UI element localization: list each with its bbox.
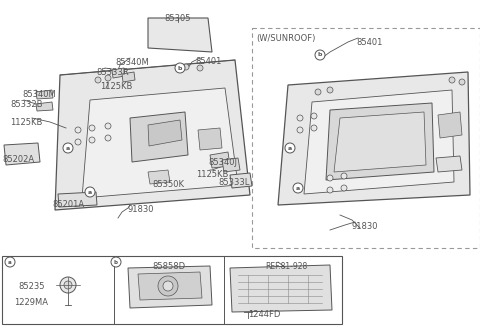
Text: a: a xyxy=(8,259,12,264)
Polygon shape xyxy=(334,112,426,172)
Circle shape xyxy=(449,77,455,83)
Text: 85401: 85401 xyxy=(356,38,383,47)
Circle shape xyxy=(293,183,303,193)
Text: 85235: 85235 xyxy=(18,282,45,291)
Text: 85340M: 85340M xyxy=(115,58,149,67)
Polygon shape xyxy=(138,272,202,300)
Text: 91830: 91830 xyxy=(352,222,379,231)
Polygon shape xyxy=(222,158,240,172)
Circle shape xyxy=(158,276,178,296)
Text: 85858D: 85858D xyxy=(152,262,185,271)
Circle shape xyxy=(297,127,303,133)
Polygon shape xyxy=(326,103,434,180)
Polygon shape xyxy=(82,88,238,198)
Polygon shape xyxy=(130,112,188,162)
Circle shape xyxy=(311,125,317,131)
Text: 85202A: 85202A xyxy=(2,155,34,164)
Circle shape xyxy=(5,257,15,267)
Polygon shape xyxy=(36,90,53,99)
Circle shape xyxy=(327,187,333,193)
Circle shape xyxy=(163,281,173,291)
Circle shape xyxy=(105,75,111,81)
Circle shape xyxy=(105,135,111,141)
Polygon shape xyxy=(436,156,462,172)
Circle shape xyxy=(327,87,333,93)
Text: b: b xyxy=(178,66,182,71)
Circle shape xyxy=(315,89,321,95)
Circle shape xyxy=(85,187,95,197)
Circle shape xyxy=(311,113,317,119)
Text: b: b xyxy=(318,52,322,57)
Circle shape xyxy=(89,125,95,131)
Text: 85333L: 85333L xyxy=(218,178,250,187)
Text: a: a xyxy=(88,190,92,195)
Polygon shape xyxy=(36,102,53,111)
Circle shape xyxy=(64,281,72,289)
Circle shape xyxy=(297,115,303,121)
Polygon shape xyxy=(128,266,212,308)
Polygon shape xyxy=(4,143,40,165)
Polygon shape xyxy=(148,120,182,146)
Polygon shape xyxy=(198,128,222,150)
Text: 1229MA: 1229MA xyxy=(14,298,48,307)
Text: 1125KB: 1125KB xyxy=(196,170,228,179)
Text: 85340J: 85340J xyxy=(208,158,237,167)
Text: a: a xyxy=(66,146,70,151)
Circle shape xyxy=(89,137,95,143)
Text: b: b xyxy=(114,259,118,264)
Polygon shape xyxy=(148,170,170,184)
Text: a: a xyxy=(296,186,300,191)
Text: 1125KB: 1125KB xyxy=(100,82,132,91)
Circle shape xyxy=(197,65,203,71)
Polygon shape xyxy=(230,173,252,188)
Circle shape xyxy=(341,185,347,191)
Text: 1244FD: 1244FD xyxy=(248,310,280,319)
Circle shape xyxy=(183,64,189,70)
Text: a: a xyxy=(288,146,292,151)
Circle shape xyxy=(285,143,295,153)
Text: (W/SUNROOF): (W/SUNROOF) xyxy=(256,34,315,43)
Circle shape xyxy=(111,257,121,267)
Polygon shape xyxy=(122,72,135,82)
Polygon shape xyxy=(210,152,230,168)
Circle shape xyxy=(63,143,73,153)
Polygon shape xyxy=(112,68,125,78)
Polygon shape xyxy=(278,72,470,205)
Text: REF.81-928: REF.81-928 xyxy=(265,262,307,271)
Circle shape xyxy=(175,63,185,73)
Text: 85201A: 85201A xyxy=(52,200,84,209)
Polygon shape xyxy=(304,90,454,194)
Bar xyxy=(252,28,480,248)
Text: 85340M: 85340M xyxy=(22,90,56,99)
Text: 91830: 91830 xyxy=(128,205,155,214)
Text: 85350K: 85350K xyxy=(152,180,184,189)
Polygon shape xyxy=(230,265,332,312)
Circle shape xyxy=(459,79,465,85)
Text: 1125KB: 1125KB xyxy=(10,118,42,127)
Circle shape xyxy=(75,127,81,133)
Polygon shape xyxy=(438,112,462,138)
Polygon shape xyxy=(55,60,250,210)
Polygon shape xyxy=(58,192,97,207)
Text: 85305: 85305 xyxy=(165,14,191,23)
Text: 85332B: 85332B xyxy=(10,100,43,109)
Circle shape xyxy=(95,77,101,83)
Bar xyxy=(2,256,342,324)
Circle shape xyxy=(105,123,111,129)
Circle shape xyxy=(341,173,347,179)
Text: 85333R: 85333R xyxy=(96,68,129,77)
Circle shape xyxy=(327,175,333,181)
Circle shape xyxy=(60,277,76,293)
Circle shape xyxy=(315,50,325,60)
Polygon shape xyxy=(148,18,212,52)
Text: 85401: 85401 xyxy=(195,57,221,66)
Circle shape xyxy=(75,139,81,145)
